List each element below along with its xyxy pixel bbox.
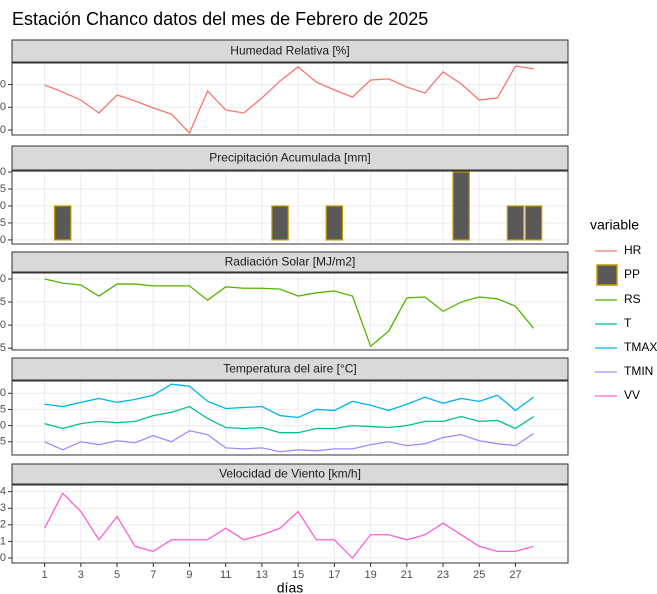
bar (325, 205, 344, 241)
legend-label: VV (624, 388, 640, 402)
strip-title: Humedad Relativa [%] (230, 44, 349, 58)
panel-background (12, 171, 568, 244)
bar (452, 171, 470, 241)
strip-title: Precipitación Acumulada [mm] (209, 151, 370, 165)
panel-border (11, 272, 569, 351)
panel-background (12, 273, 568, 350)
line (44, 492, 534, 560)
x-tick-label: 5 (114, 569, 120, 581)
y-tick-label: 25 (0, 403, 6, 415)
strip-title: Velocidad de Viento [km/h] (219, 467, 361, 481)
y-tick-label: 80 (0, 78, 6, 90)
legend-label: T (624, 316, 632, 330)
strip (11, 463, 569, 485)
legend-label: HR (624, 243, 642, 257)
x-tick-label: 21 (401, 569, 413, 581)
panel-border (11, 380, 569, 456)
strip (11, 251, 569, 273)
bar (524, 205, 543, 241)
y-tick-label: 30 (0, 273, 6, 285)
legend-label: TMIN (624, 364, 653, 378)
x-tick-label: 25 (473, 569, 485, 581)
strip (11, 39, 569, 63)
strip (11, 357, 569, 381)
y-tick-label: 60 (0, 124, 6, 136)
x-tick-label: 9 (186, 569, 192, 581)
y-tick-label: 15 (0, 342, 6, 354)
bar (271, 205, 289, 241)
bar (506, 205, 525, 241)
line (44, 430, 534, 453)
y-tick-label: 1.5 (0, 183, 6, 195)
x-tick-label: 7 (150, 569, 156, 581)
legend-title: variable (590, 217, 639, 233)
line (44, 65, 534, 135)
y-tick-label: 25 (0, 296, 6, 308)
strip-title: Temperatura del aire [°C] (223, 362, 357, 376)
x-tick-label: 19 (364, 569, 376, 581)
y-tick-label: 0.5 (0, 217, 6, 229)
strip (11, 145, 569, 171)
y-tick-label: 0 (0, 552, 6, 564)
x-tick-label: 23 (437, 569, 449, 581)
chart-title: Estación Chanco datos del mes de Febrero… (12, 9, 428, 29)
x-axis-label: días (277, 580, 303, 594)
panel-background (12, 485, 568, 563)
legend-key (596, 264, 618, 286)
x-tick-label: 1 (42, 569, 48, 581)
y-tick-label: 4 (0, 486, 6, 498)
y-tick-label: 70 (0, 101, 6, 113)
panel-border (11, 170, 569, 245)
x-tick-label: 3 (78, 569, 84, 581)
strip-title: Radiación Solar [MJ/m2] (225, 255, 356, 269)
legend-label: PP (624, 267, 640, 281)
line (44, 405, 534, 434)
y-tick-label: 2.0 (0, 166, 6, 178)
y-tick-label: 2 (0, 519, 6, 531)
y-tick-label: 1.0 (0, 200, 6, 212)
line (44, 278, 535, 348)
bar (53, 205, 72, 241)
y-tick-label: 20 (0, 420, 6, 432)
x-tick-label: 17 (328, 569, 340, 581)
panel-background (12, 63, 568, 135)
x-tick-label: 13 (256, 569, 268, 581)
y-tick-label: 30 (0, 387, 6, 399)
y-tick-label: 0.0 (0, 234, 6, 246)
x-tick-label: 11 (220, 569, 231, 581)
x-tick-label: 27 (509, 569, 521, 581)
x-tick-label: 15 (292, 569, 304, 581)
panel-border (11, 484, 569, 564)
y-tick-label: 15 (0, 436, 6, 448)
y-tick-label: 1 (0, 535, 6, 547)
line (44, 383, 534, 419)
y-tick-label: 20 (0, 319, 6, 331)
y-tick-label: 3 (0, 502, 6, 514)
legend-label: RS (624, 292, 641, 306)
panel-border (11, 62, 569, 136)
legend-label: TMAX (624, 340, 657, 354)
